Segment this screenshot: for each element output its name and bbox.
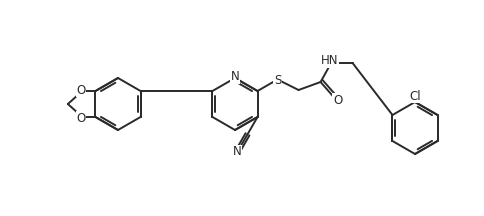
Text: S: S xyxy=(274,73,281,86)
Text: HN: HN xyxy=(321,54,338,67)
Text: N: N xyxy=(233,145,242,158)
Text: Cl: Cl xyxy=(409,89,421,103)
Text: O: O xyxy=(76,111,86,124)
Text: O: O xyxy=(76,84,86,97)
Text: N: N xyxy=(230,70,240,84)
Text: O: O xyxy=(333,94,342,106)
